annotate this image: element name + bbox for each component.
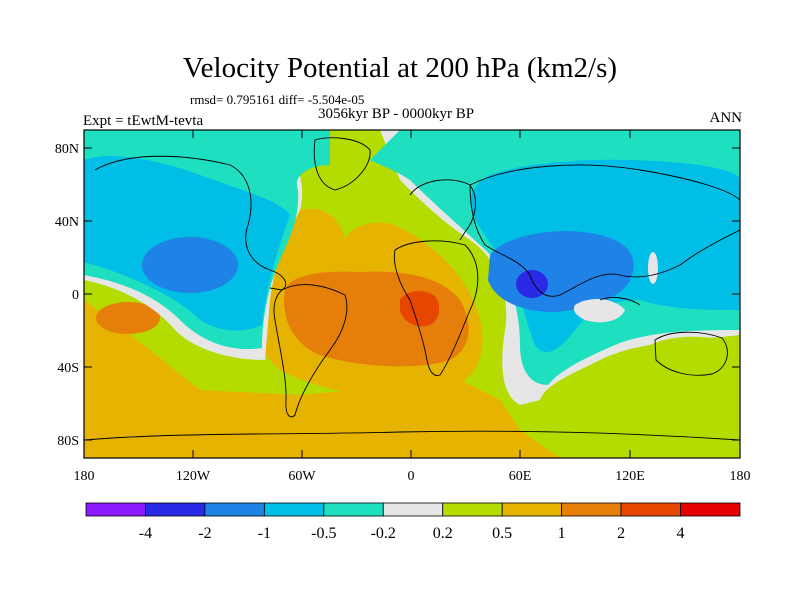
coastlines: [84, 137, 740, 441]
colorbar-label: -0.2: [371, 525, 396, 542]
chart-title: Velocity Potential at 200 hPa (km2/s): [182, 52, 618, 84]
coast-australia: [654, 331, 728, 376]
lon-labels: 180 120W 60W 0 60E 120E 180: [74, 469, 751, 484]
colorbar-swatch: [323, 502, 384, 517]
coast-north-america: [94, 155, 287, 291]
coast-asia: [469, 164, 740, 297]
coast-africa: [393, 240, 479, 376]
colorbar-label: -0.5: [311, 525, 336, 542]
colorbar-label: -4: [139, 525, 152, 542]
lat-label-40s: 40S: [57, 361, 79, 376]
lon-label-180w: 180: [74, 469, 95, 484]
field-darkorange-pacific: [96, 302, 160, 334]
lon-label-120w: 120W: [176, 469, 211, 484]
colorbar-swatch: [680, 502, 741, 517]
coast-maritime: [599, 297, 641, 306]
lon-label-60e: 60E: [509, 469, 532, 484]
colorbar-swatch: [263, 502, 325, 517]
colorbar: [85, 502, 741, 517]
colorbar-swatch: [442, 502, 503, 517]
season-label: ANN: [709, 110, 743, 126]
colorbar-swatch: [204, 502, 265, 517]
lat-labels: 80N 40N 0 40S 80S: [55, 142, 79, 449]
colorbar-swatch: [382, 502, 444, 517]
colorbar-swatch: [85, 502, 146, 517]
field-gray-patch: [573, 298, 625, 323]
field-gray-blob: [648, 252, 658, 284]
lon-label-120e: 120E: [615, 469, 645, 484]
colorbar-swatch: [620, 502, 681, 517]
lon-label-0: 0: [408, 469, 415, 484]
colorbar-swatch: [561, 502, 622, 517]
experiment-label: Expt = tEwtM-tevta: [83, 113, 204, 129]
colorbar-label: 1: [558, 525, 566, 542]
lat-label-0: 0: [72, 288, 79, 303]
lon-label-60w: 60W: [288, 469, 316, 484]
colorbar-label: 0.5: [492, 525, 512, 542]
colorbar-labels: -4 -2 -1 -0.5 -0.2 0.2 0.5 1 2 4: [139, 525, 685, 542]
field-green-australia: [650, 336, 731, 377]
colorbar-swatch: [501, 502, 563, 517]
lat-label-80n: 80N: [55, 142, 79, 157]
field-blue-west: [142, 237, 238, 293]
coast-south-america: [273, 284, 348, 418]
field-orange-south: [84, 300, 560, 458]
field-layer: [84, 130, 740, 458]
colorbar-label: 0.2: [433, 525, 453, 542]
period-label: 3056kyr BP - 0000kyr BP: [318, 106, 475, 122]
colorbar-label: 4: [677, 525, 685, 542]
lat-label-80s: 80S: [57, 434, 79, 449]
colorbar-swatch: [145, 502, 206, 517]
lon-ticks: [192, 130, 631, 458]
colorbar-label: 2: [617, 525, 625, 542]
stats-line: rmsd= 0.795161 diff= -5.504e-05: [190, 92, 365, 107]
lon-label-180e: 180: [730, 469, 751, 484]
colorbar-label: -2: [198, 525, 211, 542]
lat-label-40n: 40N: [55, 215, 79, 230]
coast-greenland: [313, 137, 371, 191]
colorbar-label: -1: [258, 525, 271, 542]
lat-ticks: [84, 147, 740, 441]
coast-antarctica: [84, 430, 740, 441]
